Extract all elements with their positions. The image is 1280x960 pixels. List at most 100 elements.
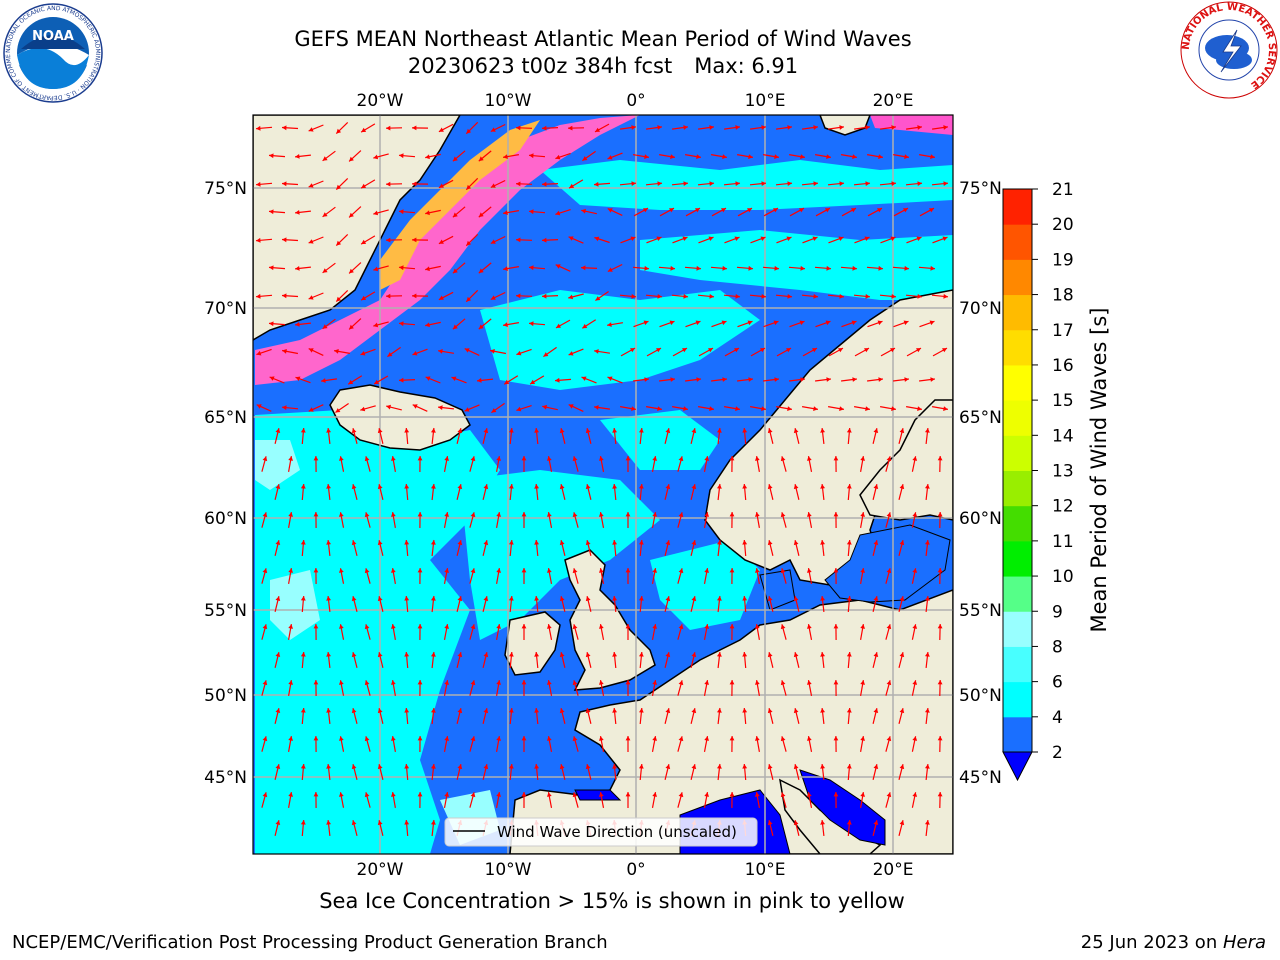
wave-direction-arrowhead: [747, 208, 752, 213]
wave-direction-arrowhead: [288, 792, 293, 797]
wave-direction-arrowhead: [691, 540, 697, 546]
wave-direction-arrowhead: [470, 512, 476, 518]
wave-direction-arrowhead: [886, 680, 892, 686]
wave-direction-arrowhead: [351, 764, 357, 770]
wave-direction-arrowhead: [478, 324, 484, 330]
wave-direction-arrowhead: [722, 377, 727, 382]
wave-direction-arrowhead: [644, 377, 649, 382]
wave-direction-arrowhead: [691, 652, 697, 658]
wave-direction-arrowhead: [742, 708, 748, 713]
wave-direction-arrowhead: [599, 736, 604, 741]
wave-direction-arrowhead: [891, 294, 896, 299]
wave-direction-arrowhead: [335, 408, 341, 413]
wave-direction-arrowhead: [886, 792, 892, 798]
wave-direction-arrowhead: [820, 764, 825, 769]
wave-direction-arrowhead: [431, 428, 436, 433]
wave-direction-arrowhead: [912, 792, 918, 797]
lon-tick-top-20e: 20°E: [873, 91, 914, 111]
wave-direction-arrowhead: [912, 736, 918, 741]
wave-direction-arrowhead: [625, 568, 631, 573]
wave-direction-arrowhead: [364, 512, 370, 518]
wave-direction-arrowhead: [282, 125, 287, 131]
wave-direction-arrowhead: [391, 736, 396, 741]
wave-direction-arrowhead: [704, 456, 709, 461]
wave-direction-arrowhead: [644, 154, 649, 159]
forecast-date: 20230623 t00z 384h fcst: [407, 54, 673, 78]
wave-direction-arrowhead: [262, 680, 268, 686]
wave-direction-arrowhead: [755, 624, 760, 629]
wave-direction-arrowhead: [912, 680, 918, 685]
wave-direction-arrowhead: [386, 181, 391, 187]
wave-direction-arrowhead: [313, 512, 319, 517]
wave-direction-arrowhead: [313, 568, 319, 573]
wave-direction-arrowhead: [334, 349, 339, 354]
wave-direction-arrowhead: [691, 708, 697, 714]
wave-direction-arrowhead: [438, 183, 444, 188]
wave-direction-arrowhead: [417, 456, 423, 461]
wave-direction-arrowhead: [691, 764, 697, 770]
colorbar-segment: [1003, 470, 1032, 507]
wave-direction-arrowhead: [696, 265, 701, 271]
wave-direction-arrowhead: [839, 181, 844, 186]
wave-direction-arrowhead: [313, 456, 319, 461]
wind-wave-legend: Wind Wave Direction (unscaled): [444, 817, 758, 847]
wave-direction-arrowhead: [860, 680, 865, 685]
wave-direction-arrowhead: [262, 456, 268, 462]
wave-direction-arrowhead: [917, 406, 922, 411]
wave-direction-arrowhead: [742, 652, 748, 657]
wave-direction-arrowhead: [826, 265, 831, 271]
wave-direction-arrowhead: [755, 512, 760, 517]
wave-direction-arrowhead: [717, 652, 722, 657]
wave-direction-arrowhead: [704, 512, 709, 517]
wave-direction-arrowhead: [839, 125, 844, 130]
wave-direction-arrowhead: [695, 208, 700, 213]
wave-direction-arrowhead: [542, 181, 547, 187]
wave-direction-arrowhead: [339, 624, 344, 629]
wave-direction-arrowhead: [873, 652, 879, 657]
lat-tick-right-60n: 60°N: [959, 509, 1002, 529]
wave-direction-arrowhead: [466, 240, 472, 246]
wave-direction-arrowhead: [351, 652, 357, 658]
lat-tick-left-50n: 50°N: [204, 686, 247, 706]
wave-direction-arrowhead: [833, 568, 839, 573]
wave-direction-arrowhead: [774, 377, 779, 382]
wave-direction-arrowhead: [786, 348, 791, 353]
wave-direction-arrowhead: [322, 324, 328, 329]
wave-direction-arrowhead: [669, 208, 674, 213]
wave-direction-arrowhead: [767, 708, 773, 714]
colorbar-segment: [1003, 716, 1032, 753]
wave-direction-arrowhead: [542, 293, 547, 299]
wave-direction-arrowhead: [542, 125, 547, 131]
colorbar-segment: [1003, 294, 1032, 331]
wave-direction-arrowhead: [452, 268, 458, 274]
wave-direction-arrowhead: [631, 125, 636, 130]
wave-direction-arrowhead: [670, 154, 675, 159]
wave-direction-arrowhead: [300, 484, 306, 489]
wave-direction-arrowhead: [585, 540, 591, 546]
wave-direction-arrowhead: [657, 294, 662, 299]
wave-direction-arrowhead: [417, 568, 423, 573]
wave-direction-arrowhead: [800, 154, 805, 159]
wave-direction-arrowhead: [431, 764, 436, 769]
wave-direction-arrowhead: [457, 428, 463, 434]
wave-direction-arrowhead: [275, 540, 281, 545]
wave-direction-arrowhead: [670, 265, 675, 271]
wave-direction-arrowhead: [820, 820, 825, 825]
wave-direction-arrowhead: [595, 127, 600, 132]
wave-direction-arrowhead: [313, 736, 319, 741]
wave-direction-arrowhead: [704, 624, 709, 629]
wave-direction-arrowhead: [530, 379, 536, 385]
wave-direction-arrowhead: [929, 208, 934, 213]
wave-direction-arrowhead: [780, 736, 786, 742]
wave-direction-arrowhead: [470, 680, 476, 686]
wave-direction-arrowhead: [704, 680, 709, 685]
wave-direction-arrowhead: [942, 348, 947, 353]
wave-direction-arrowhead: [509, 428, 514, 433]
colorbar-tick-label: 6: [1052, 673, 1063, 693]
wave-direction-arrowhead: [269, 265, 274, 271]
wave-direction-arrowhead: [846, 484, 852, 489]
wave-direction-arrowhead: [483, 764, 489, 770]
wave-direction-arrowhead: [572, 680, 578, 686]
wave-direction-arrowhead: [678, 624, 684, 630]
max-value: Max: 6.91: [694, 54, 799, 78]
